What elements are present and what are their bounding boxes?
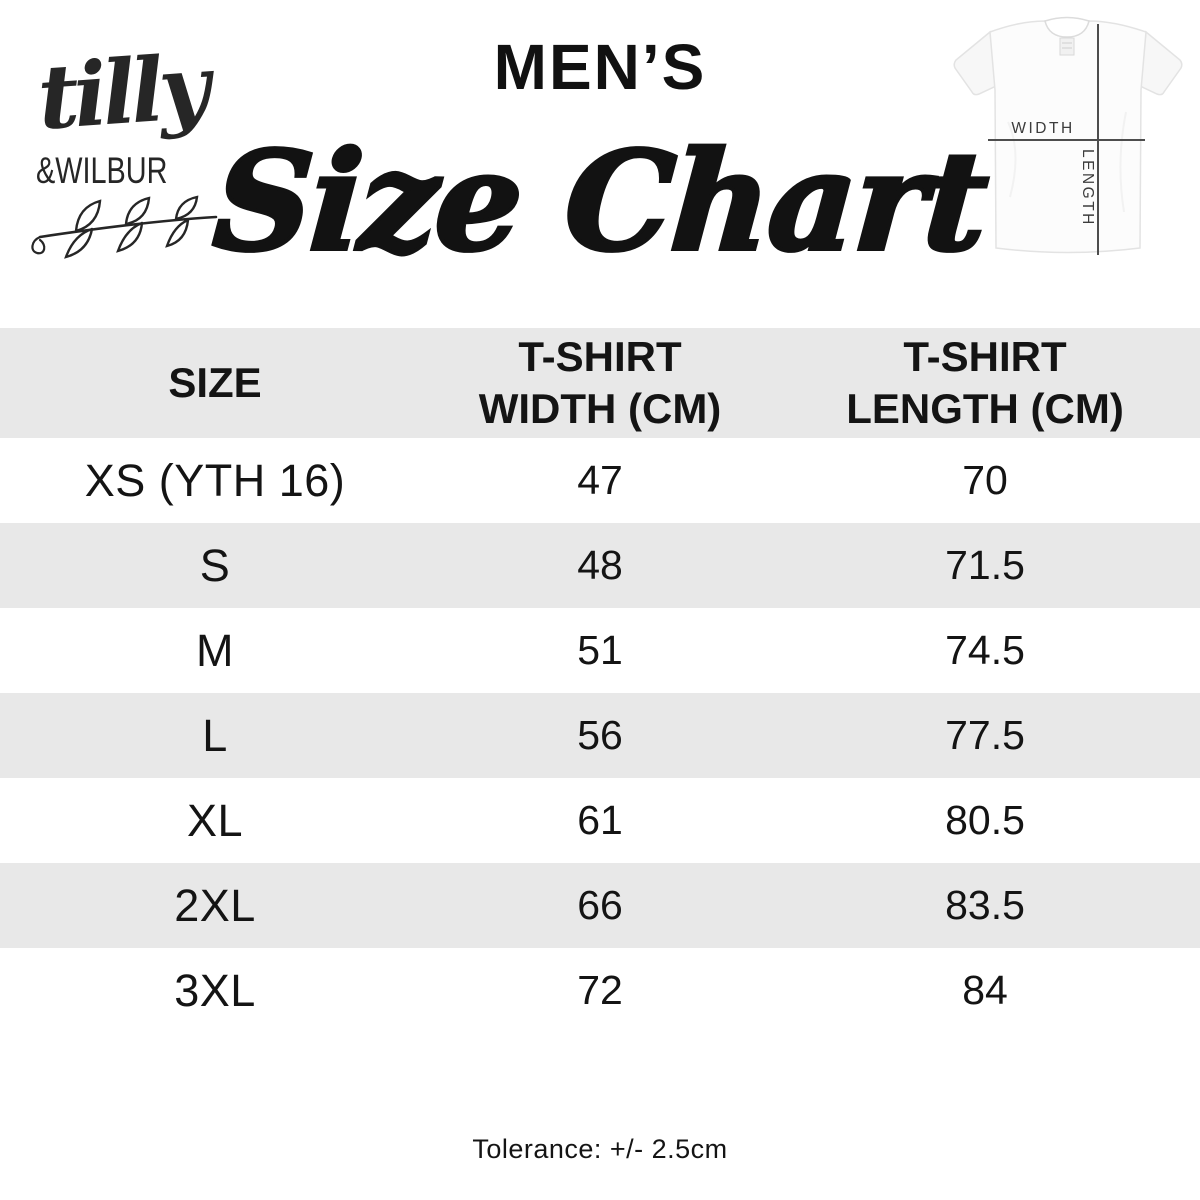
size-cell: M [196, 624, 234, 676]
header-width-line1: T-SHIRT [518, 332, 682, 380]
header-width-column: T-SHIRT WIDTH (CM) [430, 328, 770, 438]
size-cell: XL [186, 794, 244, 846]
table-row-m: M 51 74.5 [0, 608, 1200, 693]
size-cell: 3XL [174, 964, 256, 1016]
size-cell: XS (YTH 16) [84, 454, 346, 506]
width-cell: 66 [577, 882, 623, 928]
header-length-line1: T-SHIRT [903, 332, 1067, 380]
fold-line [1119, 111, 1127, 213]
length-cell: 70 [962, 457, 1008, 503]
header-length-line2: LENGTH (CM) [846, 385, 1124, 432]
width-cell: 72 [577, 967, 623, 1013]
width-cell: 56 [577, 712, 623, 758]
table-row-s: S 48 71.5 [0, 523, 1200, 608]
size-cell: 2XL [174, 879, 256, 931]
length-cell: 74.5 [945, 627, 1025, 673]
table-row-xl: XL 61 80.5 [0, 778, 1200, 863]
width-cell: 51 [577, 627, 623, 673]
header-size-column: SIZE [0, 328, 430, 438]
width-cell: 48 [577, 542, 623, 588]
width-label: WIDTH [1011, 120, 1074, 137]
header-length-column: T-SHIRT LENGTH (CM) [770, 328, 1200, 438]
brand-logo: tilly &WILBUR [30, 34, 230, 268]
table-row-xs: XS (YTH 16) 47 70 [0, 438, 1200, 523]
length-cell: 71.5 [945, 542, 1025, 588]
length-cell: 77.5 [945, 712, 1025, 758]
table-row-3xl: 3XL 72 84 [0, 948, 1200, 1033]
tshirt-right-sleeve [1139, 30, 1183, 96]
page-category: MEN’S [493, 31, 707, 103]
table-header-row: SIZE T-SHIRT WIDTH (CM) T-SHIRT LENGTH (… [0, 328, 1200, 438]
header-size-label: SIZE [168, 358, 262, 406]
table-row-2xl: 2XL 66 83.5 [0, 863, 1200, 948]
size-cell: L [202, 709, 228, 761]
laurel-branch-icon [31, 195, 218, 259]
neck-tag [1059, 37, 1075, 56]
width-cell: 61 [577, 797, 623, 843]
tshirt-left-sleeve [953, 30, 997, 96]
brand-logo-sub-name: &WILBUR [36, 150, 168, 191]
length-cell: 80.5 [945, 797, 1025, 843]
size-cell: S [199, 539, 231, 591]
header-width-line2: WIDTH (CM) [478, 385, 722, 432]
width-cell: 47 [577, 457, 623, 503]
size-table: SIZE T-SHIRT WIDTH (CM) T-SHIRT LENGTH (… [0, 328, 1200, 1033]
length-label: LENGTH [1079, 149, 1096, 227]
length-cell: 83.5 [945, 882, 1025, 928]
tshirt-collar [1044, 16, 1090, 38]
table-row-l: L 56 77.5 [0, 693, 1200, 778]
tshirt-diagram: WIDTH LENGTH [953, 16, 1183, 255]
tolerance-note: Tolerance: +/- 2.5cm [472, 1134, 728, 1164]
length-cell: 84 [962, 967, 1008, 1013]
fold-line [1007, 121, 1017, 198]
